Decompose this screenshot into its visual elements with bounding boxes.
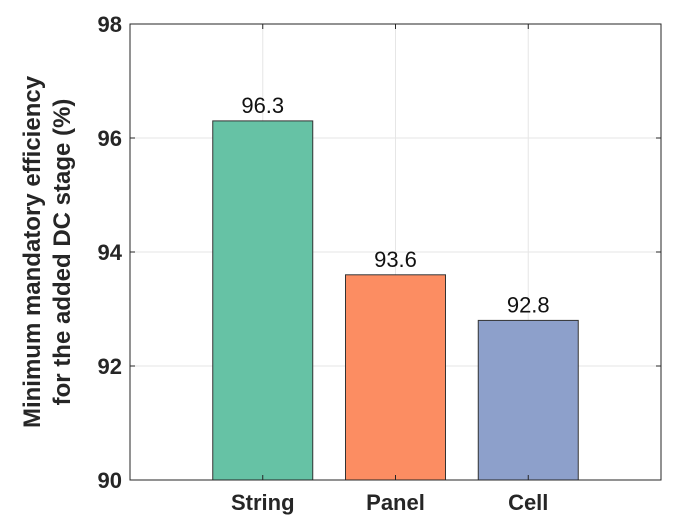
- y-tick-label: 96: [98, 126, 122, 151]
- bar-string: [212, 120, 314, 481]
- y-axis-label: Minimum mandatory efficiency for the adde…: [19, 75, 76, 428]
- y-axis: 90 92 94 96 98: [98, 12, 661, 493]
- x-tick-label: Panel: [366, 490, 425, 515]
- x-tick-label: Cell: [508, 490, 548, 515]
- bar-panel: [345, 274, 446, 481]
- data-label: 93.6: [374, 247, 417, 272]
- x-axis: String Panel Cell: [231, 24, 548, 515]
- bar-cell: [477, 319, 579, 481]
- y-tick-label: 98: [98, 12, 122, 37]
- y-tick-label: 94: [98, 240, 123, 265]
- data-label: 96.3: [241, 93, 284, 118]
- y-tick-label: 92: [98, 354, 122, 379]
- data-labels: 96.3 93.6 92.8: [241, 93, 550, 317]
- y-tick-label: 90: [98, 468, 122, 493]
- y-axis-label-line: for the added DC stage (%): [49, 99, 76, 406]
- data-label: 92.8: [507, 292, 550, 317]
- x-tick-label: String: [231, 490, 295, 515]
- y-axis-label-line: Minimum mandatory efficiency: [19, 75, 46, 428]
- bars: [212, 120, 579, 481]
